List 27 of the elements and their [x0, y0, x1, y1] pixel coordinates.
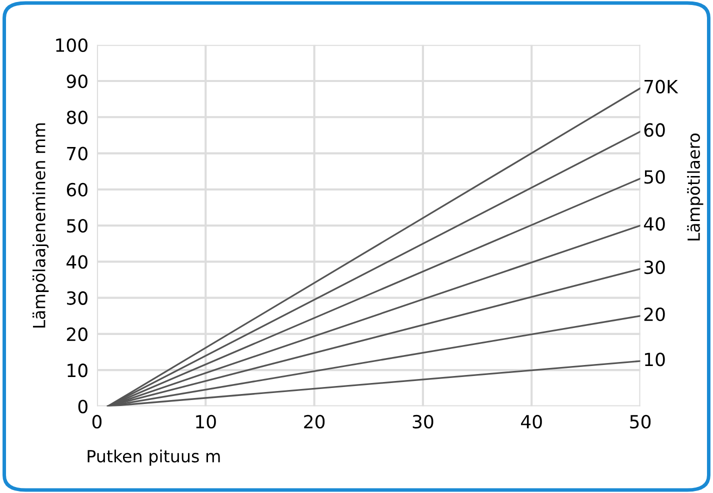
y-tick-label: 10: [68, 364, 88, 378]
x-tick-label: 10: [196, 414, 216, 429]
x-tick-label: 50: [630, 414, 651, 429]
y-tick-label: 30: [67, 291, 88, 305]
y-tick-label: 50: [67, 219, 88, 233]
y-tick-label: 0: [78, 400, 88, 414]
y-tick-label: 40: [66, 255, 88, 269]
series-label: 50: [644, 170, 665, 184]
y-tick-label: 80: [66, 110, 88, 124]
x-tick-label: 40: [521, 414, 542, 429]
y-tick-label: 70: [67, 146, 88, 160]
y2-axis-title: Lämpötilaero: [687, 134, 704, 240]
x-tick-label: 20: [304, 414, 325, 429]
series-label: 70K: [644, 80, 678, 94]
y-tick-label: 20: [66, 327, 88, 342]
x-axis-title: Putken pituus m: [88, 450, 220, 466]
series-label: 30: [644, 260, 665, 274]
y-axis-title: Lämpölaajeneminen mm: [32, 123, 49, 328]
y-tick-label: 60: [66, 182, 88, 197]
y-tick-label: 100: [56, 38, 88, 52]
series-label: 20: [644, 307, 665, 322]
series-label: 40: [644, 217, 665, 231]
y-tick-label: 90: [66, 74, 88, 88]
x-tick-label: 30: [412, 414, 434, 429]
series-label: 60: [644, 123, 665, 137]
x-tick-label: 0: [92, 414, 102, 429]
series-label: 10: [645, 352, 665, 366]
